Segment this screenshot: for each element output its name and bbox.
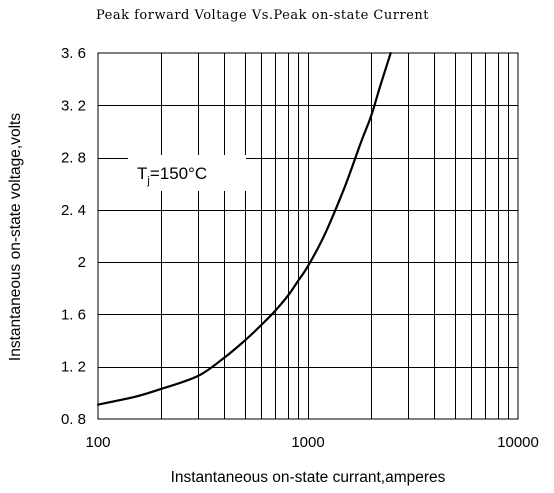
y-tick-label: 1. 2 — [61, 359, 86, 376]
plot-frame — [97, 52, 519, 420]
svg-text:Tj=150°C: Tj=150°C — [137, 164, 207, 187]
y-tick-label: 2. 8 — [61, 150, 86, 167]
x-tick-labels: 100 1000 10000 — [85, 434, 538, 451]
annotation-main: T — [137, 164, 147, 183]
y-tick-labels: 0. 8 1. 2 1. 6 2 2. 4 2. 8 3. 2 3. 6 — [61, 45, 86, 428]
annotation-rest: =150°C — [150, 164, 207, 183]
y-tick-label: 2. 4 — [61, 202, 86, 219]
chart-title: Peak forward Voltage Vs.Peak on-state Cu… — [96, 8, 429, 23]
grid — [98, 53, 518, 419]
y-axis-label: Instantaneous on-state voltage,volts — [7, 113, 24, 361]
x-tick-label: 100 — [85, 434, 110, 451]
y-tick-label: 1. 6 — [61, 306, 86, 323]
y-tick-label: 2 — [78, 254, 86, 271]
annotation-sub: j — [146, 175, 149, 187]
x-tick-label: 1000 — [291, 434, 324, 451]
y-tick-label: 0. 8 — [61, 411, 86, 428]
y-tick-label: 3. 2 — [61, 97, 86, 114]
x-tick-label: 10000 — [497, 434, 539, 451]
x-axis-label: Instantaneous on-state currant,amperes — [171, 469, 446, 486]
series-line — [96, 51, 392, 406]
temperature-annotation: Tj=150°C — [128, 155, 246, 191]
y-tick-label: 3. 6 — [61, 45, 86, 62]
